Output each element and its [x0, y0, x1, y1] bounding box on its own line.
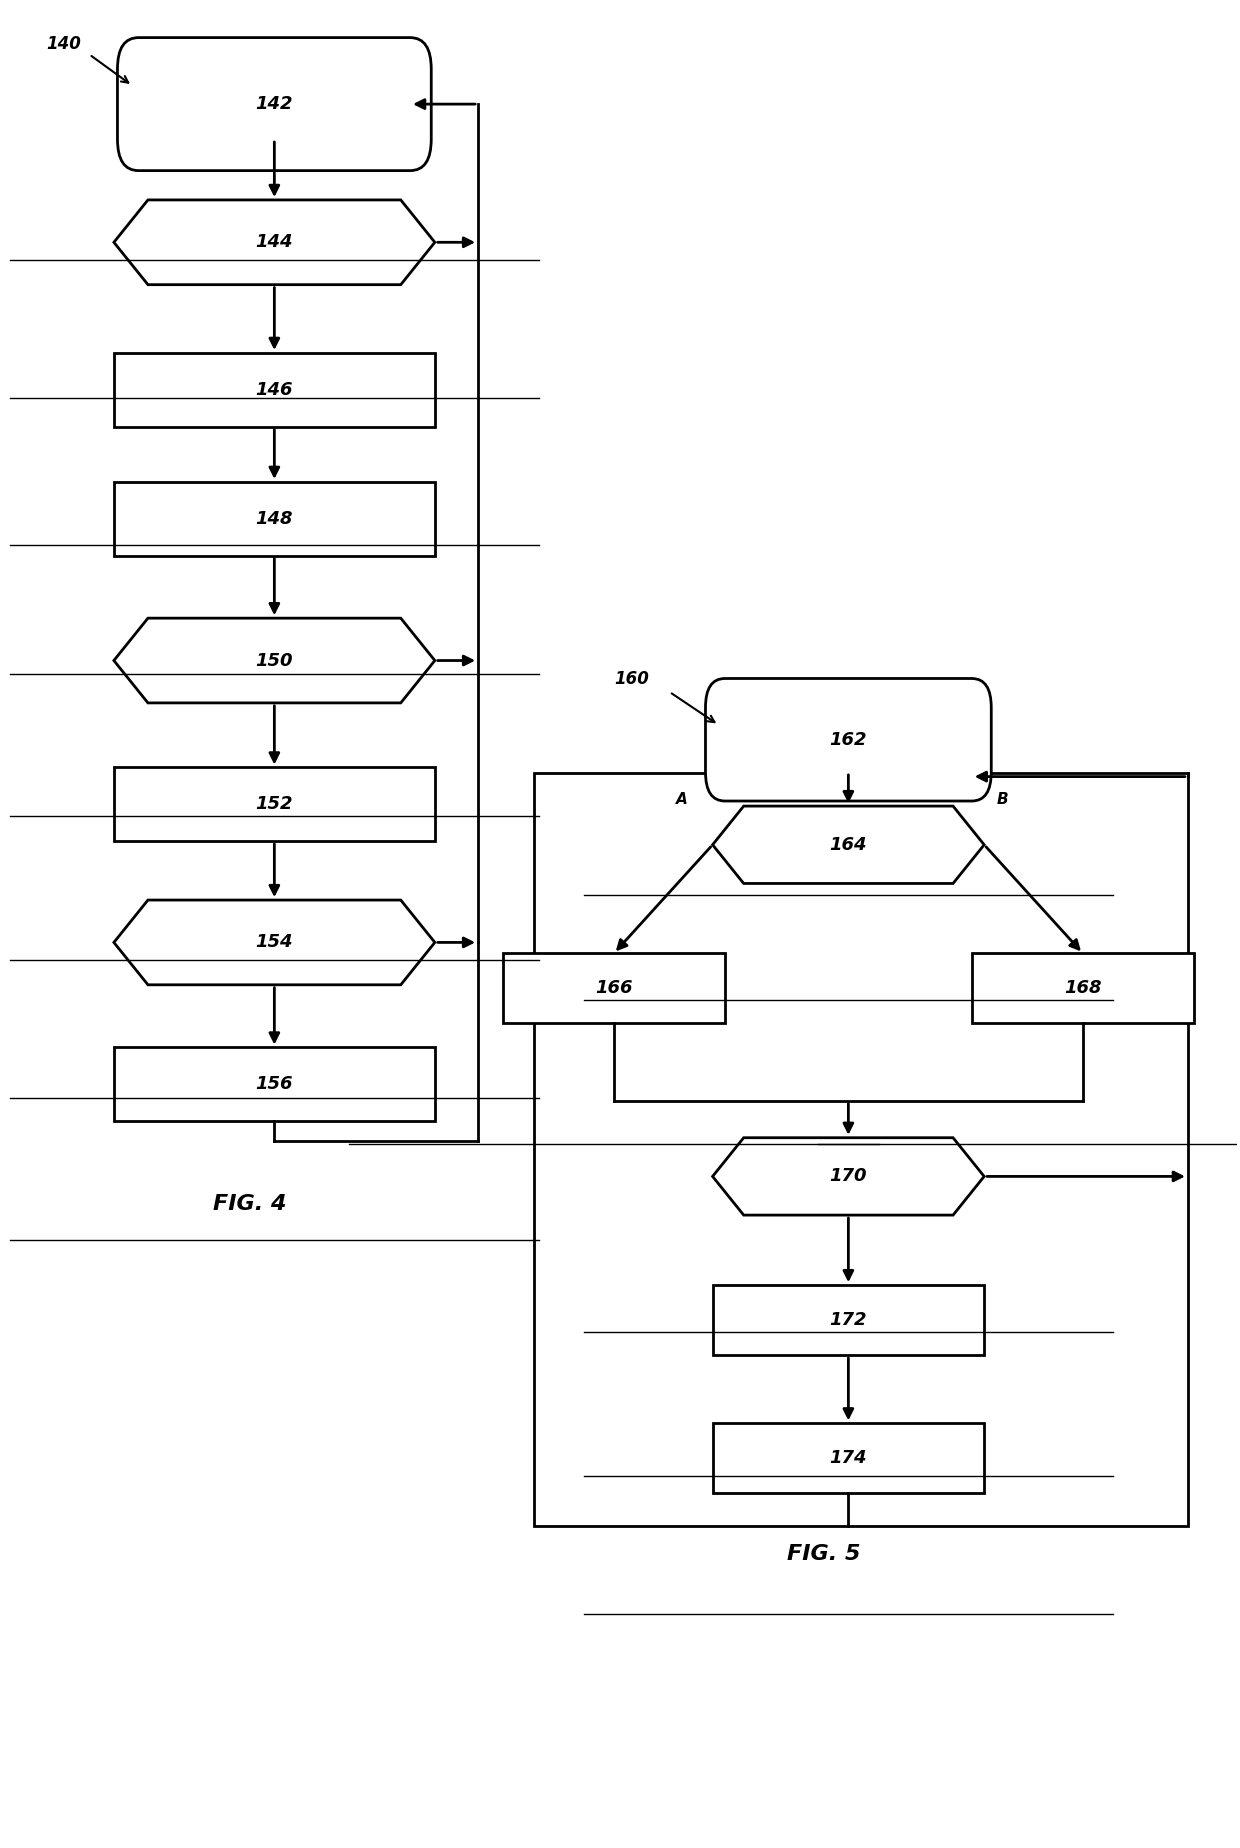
Polygon shape	[114, 617, 435, 702]
Text: FIG. 4: FIG. 4	[213, 1194, 286, 1214]
Polygon shape	[713, 806, 985, 883]
Text: 144: 144	[255, 233, 293, 251]
Bar	[114, 1048, 435, 1122]
Text: 164: 164	[830, 835, 867, 854]
Text: 174: 174	[830, 1449, 867, 1467]
Bar	[114, 482, 435, 556]
Text: 156: 156	[255, 1076, 293, 1094]
Text: B: B	[997, 793, 1008, 808]
Text: 154: 154	[255, 933, 293, 952]
Text: 142: 142	[255, 94, 293, 113]
Text: 150: 150	[255, 652, 293, 669]
Text: 162: 162	[830, 730, 867, 748]
FancyBboxPatch shape	[118, 37, 432, 170]
Text: 160: 160	[614, 671, 649, 689]
Polygon shape	[114, 200, 435, 285]
Text: 152: 152	[255, 795, 293, 813]
Bar	[713, 1423, 985, 1493]
Bar	[713, 1284, 985, 1355]
Bar	[114, 353, 435, 427]
Bar	[114, 767, 435, 841]
Text: 168: 168	[1064, 979, 1101, 998]
Polygon shape	[114, 900, 435, 985]
Text: A: A	[676, 793, 687, 808]
Text: FIG. 5: FIG. 5	[787, 1543, 861, 1563]
Text: 148: 148	[255, 510, 293, 529]
Text: 146: 146	[255, 381, 293, 399]
Text: 172: 172	[830, 1310, 867, 1329]
Text: 140: 140	[46, 35, 81, 54]
Text: 170: 170	[830, 1168, 867, 1185]
FancyBboxPatch shape	[706, 678, 991, 800]
Polygon shape	[713, 1138, 985, 1216]
Text: 166: 166	[595, 979, 632, 998]
Bar	[533, 772, 1188, 1526]
Bar	[502, 954, 725, 1024]
Bar	[972, 954, 1194, 1024]
